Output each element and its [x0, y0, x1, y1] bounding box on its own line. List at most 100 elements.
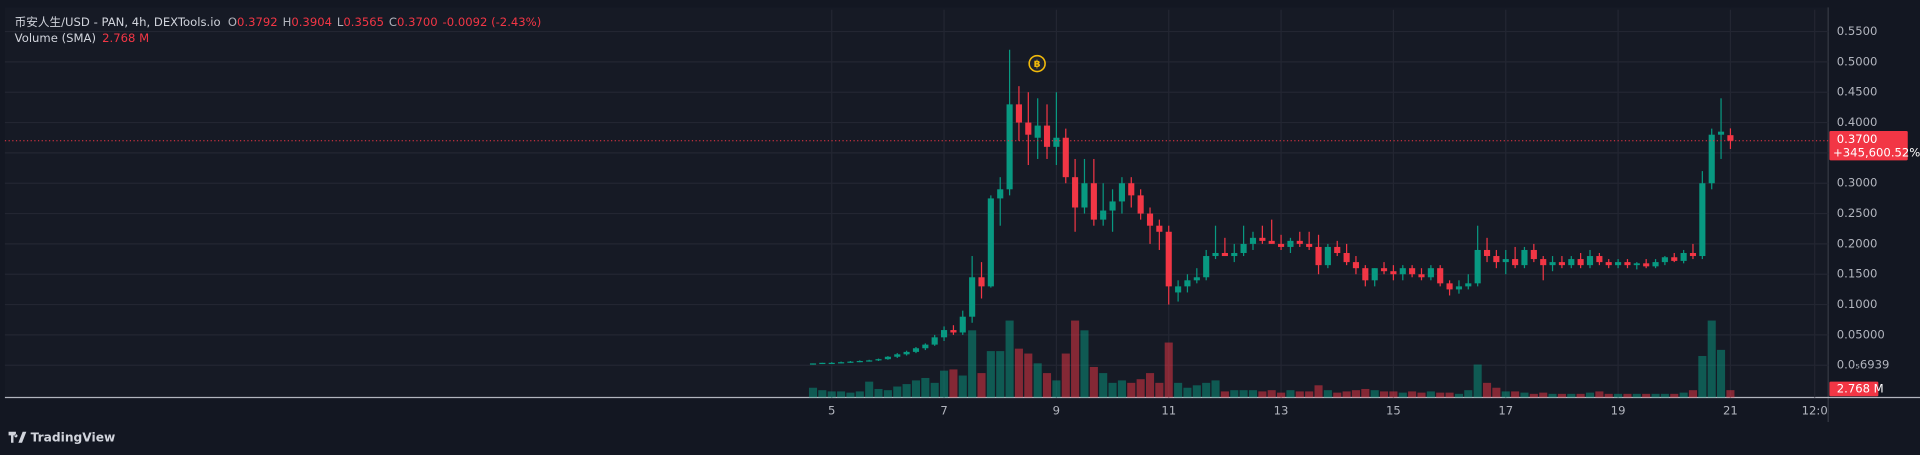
- candle-body: [1577, 259, 1584, 266]
- volume-bar: [1670, 393, 1679, 398]
- volume-bar: [949, 369, 958, 398]
- volume-bar: [1089, 366, 1098, 398]
- candle-body: [1109, 201, 1116, 211]
- volume-axis-label: 2.768 M: [1837, 381, 1884, 395]
- logo-mark: [8, 431, 27, 443]
- y-tick-label: 0.2500: [1837, 206, 1878, 220]
- legend-value: 0.3904: [291, 15, 332, 29]
- x-tick-label: 13: [1274, 403, 1289, 417]
- volume-bar: [1426, 391, 1435, 398]
- candle-body: [1212, 253, 1219, 257]
- candle-body: [1287, 240, 1294, 247]
- axes: 0.55000.50000.45000.40000.35000.30000.25…: [4, 24, 1920, 417]
- candle-body: [1249, 237, 1257, 244]
- candle-body: [1072, 177, 1079, 208]
- candle-body: [856, 360, 863, 363]
- candle-body: [987, 198, 994, 287]
- legend-line: 币安人生/USD - PAN, 4h, DEXTools.io O0.3792 H0…: [15, 15, 542, 29]
- candle-body: [1043, 125, 1051, 147]
- price-pane: [4, 7, 1829, 398]
- volume-bar: [1071, 320, 1080, 398]
- volume-bar: [1314, 385, 1323, 398]
- candle-body: [1221, 253, 1228, 257]
- volume-bar: [1155, 382, 1164, 398]
- volume-bar: [940, 370, 949, 398]
- candle-body: [1296, 240, 1303, 244]
- candle-body: [1081, 183, 1088, 208]
- volume-bar: [893, 386, 902, 398]
- volume-bar: [1483, 382, 1492, 398]
- y-tick-label: 0.1000: [1837, 297, 1878, 311]
- candle-body: [894, 354, 901, 357]
- volume-bar: [1445, 392, 1454, 398]
- candle-body: [866, 360, 873, 362]
- candle-body: [1259, 237, 1266, 241]
- candle-body: [1427, 268, 1434, 278]
- volume-bar: [1117, 380, 1126, 398]
- event-icon[interactable]: [1028, 54, 1046, 73]
- candle-body: [1362, 268, 1369, 281]
- volume-bar: [1024, 353, 1033, 398]
- candle-body: [1689, 253, 1697, 257]
- candle-body: [1231, 253, 1238, 257]
- volume-bar: [1099, 373, 1108, 398]
- volume-bar: [1585, 392, 1595, 398]
- candle-body: [884, 356, 891, 360]
- logo: TradingView: [8, 430, 115, 444]
- volume-bar: [1614, 393, 1623, 398]
- candle-body: [1137, 195, 1144, 214]
- candle-body: [1455, 286, 1463, 290]
- candle-body: [1661, 257, 1668, 263]
- volume-bar: [1342, 391, 1351, 398]
- volume-bar: [1688, 390, 1698, 398]
- volume-bar: [1061, 353, 1070, 398]
- volume-bar: [1632, 393, 1641, 398]
- volume-bar: [1501, 391, 1510, 398]
- volume-bar: [1417, 392, 1426, 398]
- volume-bar: [1408, 391, 1417, 398]
- candle-body: [1502, 259, 1509, 263]
- x-tick-label: 21: [1723, 403, 1738, 417]
- candle-body: [931, 337, 938, 345]
- volume-bar: [1726, 390, 1735, 398]
- candle-body: [1624, 262, 1631, 266]
- volume-bar: [1511, 391, 1520, 398]
- volume-bar: [921, 377, 930, 398]
- candle-body: [1146, 213, 1154, 226]
- candle-body: [838, 362, 845, 364]
- candle-body: [1184, 280, 1191, 287]
- symbol: 币安人生/USD - PAN, 4h, DEXTools.io: [15, 15, 221, 29]
- candle-body: [1699, 183, 1706, 257]
- volume-legend: Volume (SMA) 2.768 M: [15, 30, 149, 44]
- volume-bar: [1136, 379, 1145, 398]
- volume-bar: [1164, 342, 1173, 398]
- volume-bar: [1548, 393, 1557, 398]
- legend-key: O: [228, 15, 237, 29]
- volume-title: Volume (SMA): [15, 30, 96, 44]
- candle-body: [1315, 246, 1322, 266]
- volume-bar: [1220, 391, 1229, 398]
- candle-body: [1727, 135, 1734, 141]
- candle-body: [1175, 286, 1182, 293]
- volume-bar: [1127, 382, 1136, 398]
- y-tick-label: 0.05000: [1837, 327, 1885, 341]
- candle-body: [1643, 263, 1650, 267]
- volume-bar: [1576, 393, 1585, 398]
- volume-bar: [808, 387, 818, 398]
- volume-bar: [1014, 348, 1023, 398]
- candle-body: [1203, 256, 1210, 278]
- legend-key: H: [283, 15, 292, 29]
- candles: [809, 49, 1734, 365]
- candle-body: [1540, 259, 1547, 266]
- candle-body: [1596, 256, 1603, 263]
- volume-bar: [1389, 391, 1398, 398]
- x-tick-label: 12:0: [1802, 403, 1828, 417]
- volume-bar: [1473, 364, 1482, 398]
- volume-bar: [1192, 385, 1201, 398]
- y-tick-label: 0.1500: [1837, 267, 1878, 281]
- volume-bar: [1295, 391, 1304, 398]
- candle-body: [1156, 225, 1163, 232]
- volume-bar: [1698, 355, 1707, 398]
- candle-body: [1324, 246, 1331, 266]
- y-tick-label: 0.5500: [1837, 24, 1878, 38]
